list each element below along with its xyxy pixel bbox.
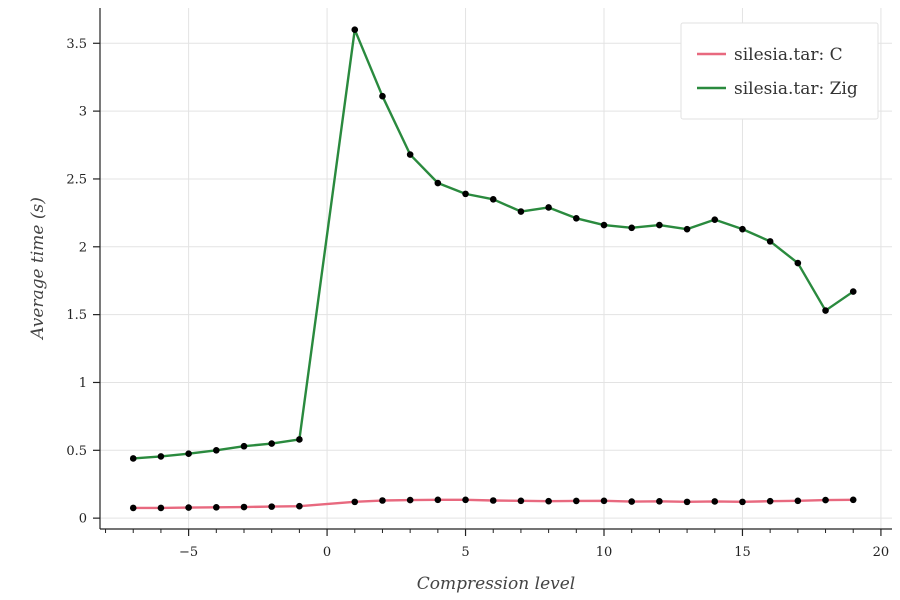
data-point xyxy=(573,497,580,505)
data-point xyxy=(711,498,719,505)
data-point xyxy=(656,221,663,229)
y-tick-label: 3.5 xyxy=(66,37,87,52)
data-point xyxy=(434,179,442,187)
data-point xyxy=(573,214,580,222)
data-point xyxy=(489,497,497,504)
data-point xyxy=(794,497,802,505)
data-point xyxy=(240,503,248,511)
x-axis-label: Compression level xyxy=(417,574,576,594)
data-point xyxy=(406,151,414,158)
data-point xyxy=(379,92,386,100)
series-line xyxy=(133,498,854,510)
data-point xyxy=(545,497,552,505)
series-0 xyxy=(129,496,857,512)
data-point xyxy=(157,504,165,512)
x-tick-label: 20 xyxy=(873,545,890,560)
data-point xyxy=(406,496,414,504)
data-point xyxy=(268,440,275,447)
data-point xyxy=(129,504,137,512)
data-point xyxy=(296,436,303,443)
y-tick-label: 2.5 xyxy=(66,172,87,187)
legend-label-zig: silesia.tar: Zig xyxy=(734,79,858,99)
series-1 xyxy=(129,26,857,462)
legend: silesia.tar: C silesia.tar: Zig xyxy=(680,22,879,120)
data-point xyxy=(185,450,192,457)
y-axis-label: Average time (s) xyxy=(28,197,48,341)
data-point xyxy=(240,442,248,450)
y-tick-label: 0.5 xyxy=(66,444,87,459)
x-tick-label: −5 xyxy=(179,545,198,560)
y-tick-label: 2 xyxy=(79,240,87,255)
data-point xyxy=(213,503,220,511)
data-point xyxy=(434,496,442,504)
data-point xyxy=(628,224,635,232)
data-point xyxy=(849,496,857,504)
data-point xyxy=(379,497,386,504)
data-point xyxy=(739,225,746,233)
x-tick-label: 5 xyxy=(461,545,469,560)
data-point xyxy=(766,238,774,245)
legend-label-c: silesia.tar: C xyxy=(734,45,843,65)
data-point xyxy=(185,504,192,511)
y-tick-label: 0 xyxy=(79,512,87,527)
data-point xyxy=(600,221,608,229)
x-tick-label: 10 xyxy=(596,545,613,560)
grid xyxy=(100,8,892,529)
y-tick-label: 3 xyxy=(79,105,87,120)
data-point xyxy=(656,498,663,505)
data-point xyxy=(517,208,525,215)
ticks: 0 0.5 1 1.5 2 2.5 3 3.5 −5 0 5 10 15 20 xyxy=(66,37,889,560)
data-point xyxy=(213,447,220,454)
data-point xyxy=(822,496,829,504)
data-point xyxy=(711,216,719,223)
data-point xyxy=(462,496,469,504)
series-line xyxy=(133,28,854,460)
data-point xyxy=(600,497,608,505)
data-point xyxy=(268,503,275,510)
data-point xyxy=(462,190,469,198)
data-point xyxy=(351,498,359,506)
data-point xyxy=(129,455,137,462)
data-point xyxy=(766,497,774,505)
data-point xyxy=(489,196,497,203)
data-point xyxy=(157,453,165,460)
data-point xyxy=(545,204,552,211)
data-point xyxy=(849,288,857,295)
axes xyxy=(99,8,892,530)
x-tick-label: 0 xyxy=(323,545,331,560)
y-tick-label: 1.5 xyxy=(66,308,87,323)
data-point xyxy=(628,498,635,505)
data-point xyxy=(351,26,359,34)
data-point xyxy=(683,498,691,506)
data-point xyxy=(739,498,746,506)
y-tick-label: 1 xyxy=(79,376,87,391)
data-point xyxy=(822,307,829,314)
series xyxy=(129,26,857,512)
data-point xyxy=(296,502,303,510)
legend-box xyxy=(680,22,879,120)
data-point xyxy=(683,225,691,233)
data-point xyxy=(794,259,802,267)
data-point xyxy=(517,497,525,505)
x-tick-label: 15 xyxy=(734,545,751,560)
